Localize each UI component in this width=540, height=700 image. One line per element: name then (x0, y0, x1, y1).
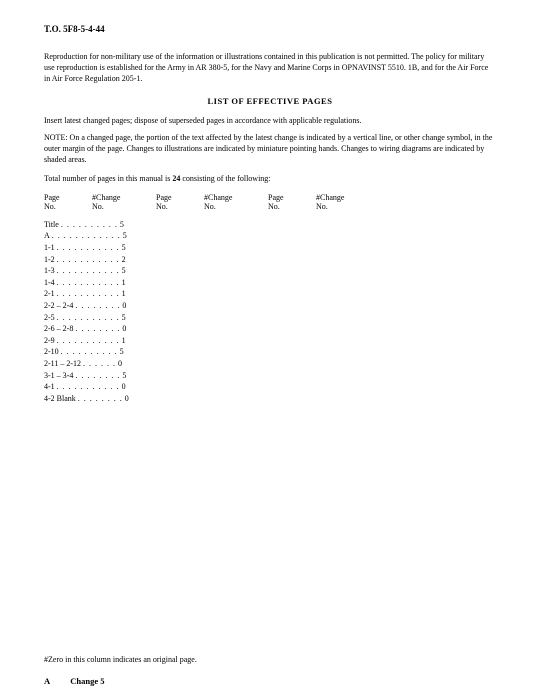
table-row: 1-2 . . . . . . . . . . . 2 (44, 254, 496, 266)
hdr-page-sub-1: No. (44, 202, 92, 211)
leader-dots: . . . . . . . . . . . (57, 277, 120, 289)
table-row: 1-4 . . . . . . . . . . . 1 (44, 277, 496, 289)
change-note: NOTE: On a changed page, the portion of … (44, 133, 496, 165)
hdr-change-1: #Change (92, 193, 136, 202)
page-number: 2-2 – 2-4 (44, 300, 73, 312)
hdr-page-sub-3: No. (268, 202, 316, 211)
leader-dots: . . . . . . . . . . (61, 346, 118, 358)
column-headers: Page No. #Change No. Page No. #Change No… (44, 193, 496, 211)
table-row: 1-1 . . . . . . . . . . . 5 (44, 242, 496, 254)
leader-dots: . . . . . . . . (75, 300, 120, 312)
page-number: 4-2 Blank (44, 393, 76, 405)
page-number: 2-1 (44, 288, 55, 300)
page-number: 3-1 – 3-4 (44, 370, 73, 382)
change-number: 0 (118, 358, 122, 370)
reproduction-notice: Reproduction for non-military use of the… (44, 52, 496, 84)
page-number: 2-5 (44, 312, 55, 324)
change-number: 5 (122, 312, 126, 324)
change-number: 0 (122, 323, 126, 335)
table-row: 3-1 – 3-4 . . . . . . . . 5 (44, 370, 496, 382)
change-number: 5 (123, 230, 127, 242)
total-prefix: Total number of pages in this manual is (44, 174, 172, 183)
table-row: A . . . . . . . . . . . . 5 (44, 230, 496, 242)
doc-id-header: T.O. 5F8-5-4-44 (44, 24, 496, 34)
page-footer: A Change 5 (44, 676, 105, 686)
change-number: 5 (122, 370, 126, 382)
page-number: 1-3 (44, 265, 55, 277)
change-number: 0 (125, 393, 129, 405)
page-number: 1-4 (44, 277, 55, 289)
insert-instruction: Insert latest changed pages; dispose of … (44, 116, 496, 125)
table-row: 2-2 – 2-4 . . . . . . . . 0 (44, 300, 496, 312)
change-number: 0 (122, 300, 126, 312)
page-number: 2-6 – 2-8 (44, 323, 73, 335)
table-row: 2-10 . . . . . . . . . . 5 (44, 346, 496, 358)
hdr-change-3: #Change (316, 193, 360, 202)
hdr-page-1: Page (44, 193, 92, 202)
change-number: 0 (122, 381, 126, 393)
page-number: A (44, 230, 50, 242)
change-number: 2 (122, 254, 126, 266)
page-number: 4-1 (44, 381, 55, 393)
table-row: 4-2 Blank . . . . . . . . 0 (44, 393, 496, 405)
change-number: 5 (122, 265, 126, 277)
page-number: Title (44, 219, 59, 231)
leader-dots: . . . . . . . . . . . (57, 254, 120, 266)
total-suffix: consisting of the following: (180, 174, 270, 183)
footer-page-letter: A (44, 676, 50, 686)
leader-dots: . . . . . . . . . . . (57, 312, 120, 324)
leader-dots: . . . . . . . . . . (61, 219, 118, 231)
total-pages: Total number of pages in this manual is … (44, 174, 496, 183)
change-number: 1 (122, 288, 126, 300)
table-row: 2-9 . . . . . . . . . . . 1 (44, 335, 496, 347)
hdr-page-3: Page (268, 193, 316, 202)
table-row: 2-6 – 2-8 . . . . . . . . 0 (44, 323, 496, 335)
change-number: 5 (120, 219, 124, 231)
hdr-change-2: #Change (204, 193, 248, 202)
change-number: 1 (122, 335, 126, 347)
leader-dots: . . . . . . . . (78, 393, 123, 405)
leader-dots: . . . . . . . . . . . (57, 381, 120, 393)
leader-dots: . . . . . . . . . . . (57, 288, 120, 300)
leader-dots: . . . . . . . . (75, 323, 120, 335)
table-row: 2-1 . . . . . . . . . . . 1 (44, 288, 496, 300)
hdr-change-sub-3: No. (316, 202, 360, 211)
hdr-page-2: Page (156, 193, 204, 202)
leader-dots: . . . . . . . . . . . (57, 265, 120, 277)
page-number: 2-10 (44, 346, 59, 358)
footer-change: Change 5 (70, 676, 104, 686)
leader-dots: . . . . . . . . (75, 370, 120, 382)
table-row: 2-11 – 2-12 . . . . . . 0 (44, 358, 496, 370)
list-title: LIST OF EFFECTIVE PAGES (44, 96, 496, 106)
page-number: 2-9 (44, 335, 55, 347)
effective-pages-table: Title . . . . . . . . . . 5A . . . . . .… (44, 219, 496, 405)
leader-dots: . . . . . . (83, 358, 116, 370)
table-row: 1-3 . . . . . . . . . . . 5 (44, 265, 496, 277)
hdr-page-sub-2: No. (156, 202, 204, 211)
hdr-change-sub-1: No. (92, 202, 136, 211)
leader-dots: . . . . . . . . . . . . (52, 230, 121, 242)
zero-footnote: #Zero in this column indicates an origin… (44, 655, 197, 664)
change-number: 1 (122, 277, 126, 289)
change-number: 5 (122, 242, 126, 254)
table-row: Title . . . . . . . . . . 5 (44, 219, 496, 231)
hdr-change-sub-2: No. (204, 202, 248, 211)
leader-dots: . . . . . . . . . . . (57, 335, 120, 347)
page-number: 1-1 (44, 242, 55, 254)
page-number: 2-11 – 2-12 (44, 358, 81, 370)
change-number: 5 (120, 346, 124, 358)
page-number: 1-2 (44, 254, 55, 266)
table-row: 2-5 . . . . . . . . . . . 5 (44, 312, 496, 324)
leader-dots: . . . . . . . . . . . (57, 242, 120, 254)
table-row: 4-1 . . . . . . . . . . . 0 (44, 381, 496, 393)
